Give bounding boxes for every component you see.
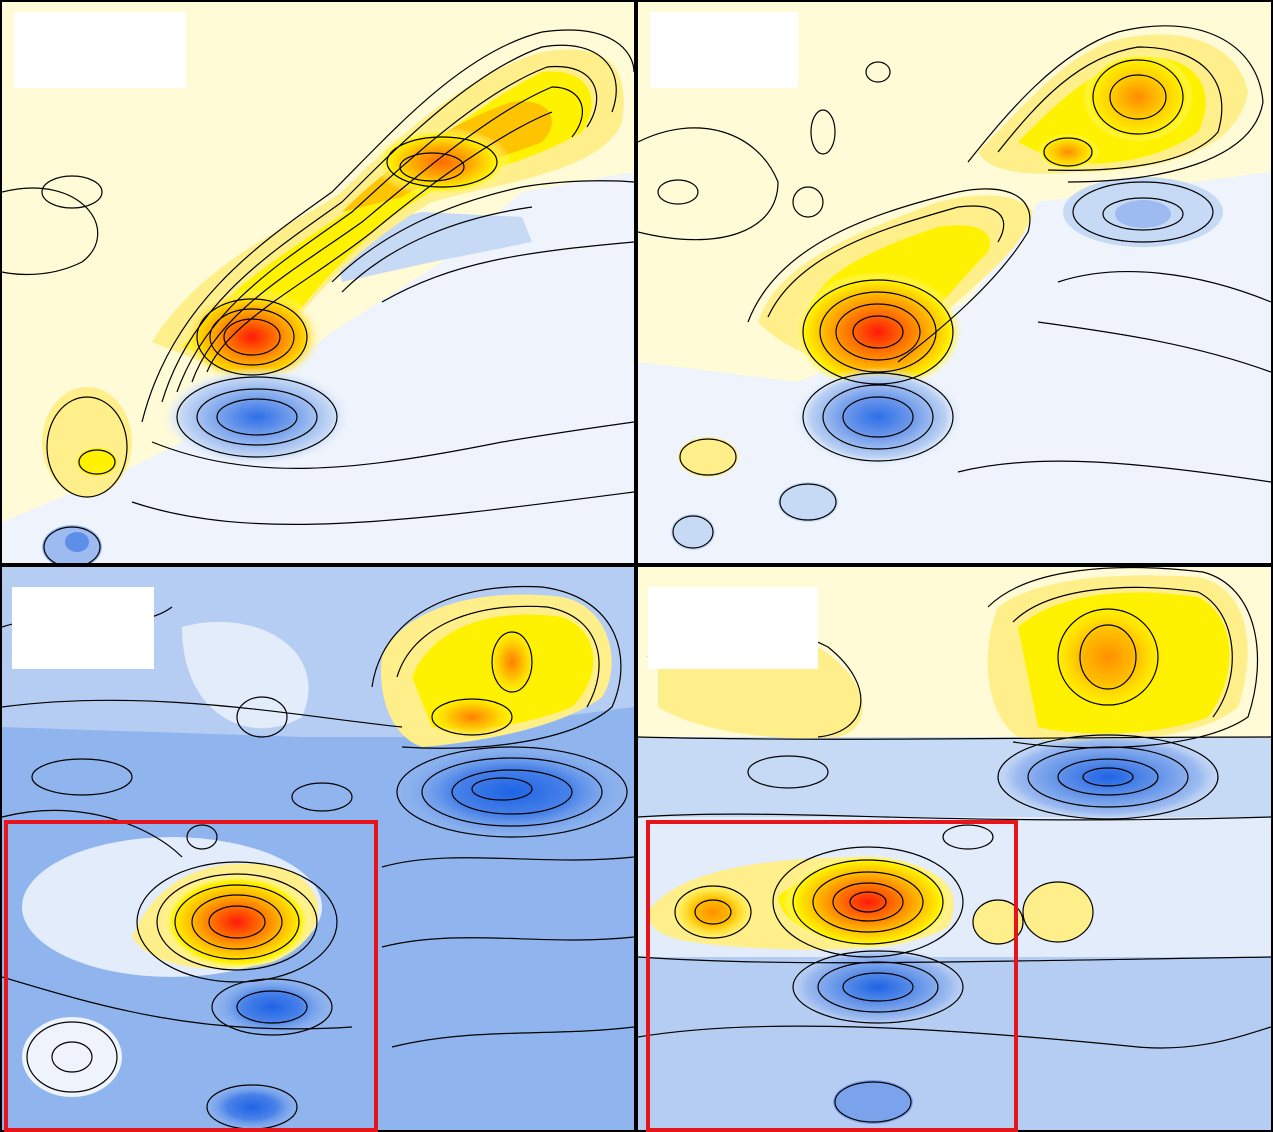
contour-plot-top-right (638, 2, 1271, 563)
highlight-box-bottom-left (4, 820, 378, 1132)
highlight-box-bottom-right (646, 820, 1018, 1132)
panel-top-right (638, 2, 1271, 563)
panel-bottom-right (638, 567, 1271, 1130)
panel-top-left (2, 2, 634, 563)
panel-label-box (14, 12, 186, 88)
panel-label-box (650, 12, 798, 88)
panel-bottom-left (2, 567, 634, 1130)
contour-plot-bottom-left (2, 567, 634, 1130)
panel-label-box (648, 587, 818, 669)
contour-plot-bottom-right (638, 567, 1271, 1130)
panel-label-box (12, 587, 154, 669)
contour-plot-top-left (2, 2, 634, 563)
